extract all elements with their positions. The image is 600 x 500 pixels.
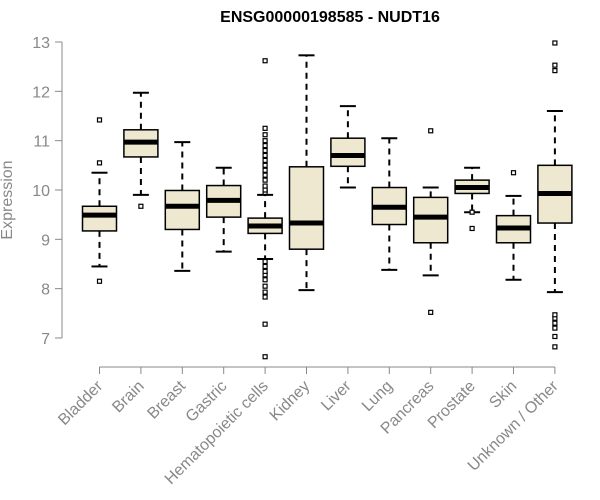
y-tick-label: 12 — [32, 84, 50, 101]
y-tick-label: 10 — [32, 183, 50, 200]
outlier-point — [138, 203, 144, 209]
outlier-point — [96, 160, 103, 166]
outlier-point — [510, 170, 517, 176]
box-group — [164, 141, 201, 272]
outlier-point — [262, 152, 268, 159]
outlier-point — [552, 312, 558, 318]
outlier-point — [552, 325, 558, 331]
outlier-point — [552, 320, 558, 326]
outlier-point — [552, 40, 558, 46]
box-group — [81, 117, 118, 284]
outlier-point — [262, 125, 268, 131]
outlier-point — [262, 183, 268, 189]
outlier-point — [552, 333, 558, 340]
y-tick-label: 7 — [41, 331, 50, 348]
box-group — [537, 40, 573, 350]
box-group — [412, 128, 449, 315]
box-iqr — [288, 166, 325, 250]
outlier-point — [262, 268, 268, 274]
outlier-point — [262, 263, 268, 270]
x-tick-label: Skin — [486, 378, 520, 412]
x-tick-label: Bladder — [55, 377, 106, 428]
plot-area — [81, 40, 573, 360]
x-tick-label: Kidney — [267, 378, 314, 425]
outlier-point — [469, 225, 475, 232]
outlier-point — [96, 278, 103, 284]
box-group — [371, 137, 408, 271]
outlier-point — [262, 321, 268, 327]
outlier-point — [552, 68, 558, 74]
outlier-point — [262, 167, 268, 173]
box-group — [288, 54, 325, 292]
outlier-point — [262, 142, 268, 149]
box-iqr — [164, 189, 201, 231]
outlier-point — [262, 277, 268, 283]
outlier-point — [262, 162, 268, 168]
y-tick-label: 13 — [32, 35, 50, 52]
x-tick-label: Brain — [109, 378, 147, 416]
outlier-point — [428, 128, 434, 134]
box-iqr — [81, 205, 118, 232]
box-group — [123, 91, 159, 209]
outlier-point — [262, 177, 268, 183]
x-tick-label: Breast — [144, 377, 189, 422]
y-axis: 7 8 9 10 11 12 13 — [32, 35, 63, 348]
chart-title: ENSG00000198585 - NUDT16 — [220, 9, 440, 26]
outlier-point — [552, 344, 558, 350]
outlier-point — [96, 117, 103, 123]
y-tick-label: 9 — [41, 232, 50, 249]
outlier-point — [262, 283, 268, 289]
box-iqr — [412, 196, 449, 244]
y-axis-label: Expression — [0, 160, 16, 239]
outlier-point — [469, 209, 475, 215]
outlier-point — [262, 147, 268, 154]
box-group — [330, 105, 366, 189]
outlier-point — [262, 294, 268, 300]
y-tick-label: 8 — [41, 282, 50, 299]
outlier-point — [262, 157, 268, 163]
outlier-point — [428, 309, 434, 315]
box-group — [454, 166, 490, 232]
outlier-point — [262, 138, 268, 144]
outlier-point — [262, 132, 268, 138]
box-group — [495, 170, 532, 281]
box-group — [205, 166, 242, 253]
outlier-point — [262, 172, 268, 178]
outlier-point — [262, 354, 268, 360]
box-iqr — [330, 137, 366, 168]
outlier-point — [552, 62, 558, 68]
outlier-point — [262, 58, 268, 64]
x-tick-label: Lung — [359, 378, 396, 415]
outlier-point — [262, 258, 268, 265]
outlier-point — [262, 289, 268, 295]
y-tick-label: 11 — [33, 134, 50, 151]
box-group — [247, 58, 283, 360]
x-tick-label: Liver — [318, 377, 355, 414]
